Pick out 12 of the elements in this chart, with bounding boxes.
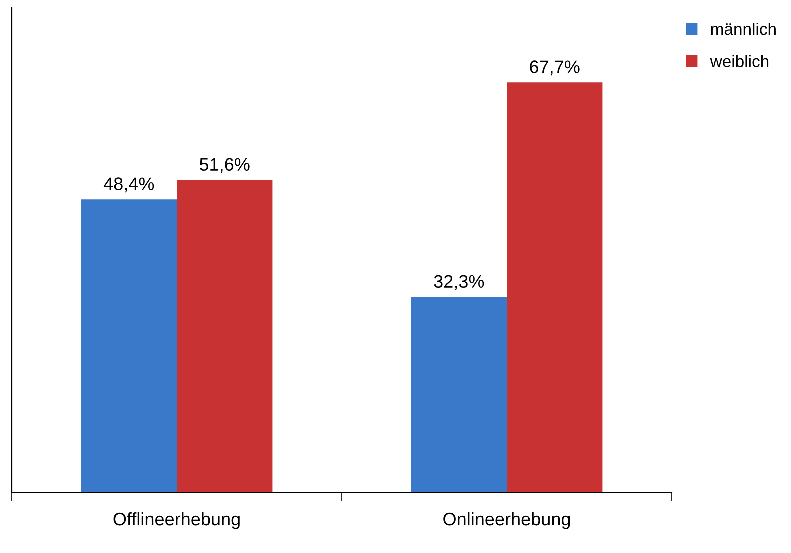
data-label: 32,3% [434,275,484,290]
bar [177,180,273,493]
bar [411,297,507,493]
data-label: 67,7% [530,60,580,76]
data-label: 51,6% [200,158,250,174]
x-tick-label: Offlineerhebung [114,512,240,530]
data-label: 48,4% [104,178,154,193]
legend-label: weiblich [710,55,769,68]
legend-label: männlich [711,23,776,36]
x-tick-label: Onlineerhebung [444,512,570,530]
bar [507,82,603,493]
bar [81,200,177,493]
